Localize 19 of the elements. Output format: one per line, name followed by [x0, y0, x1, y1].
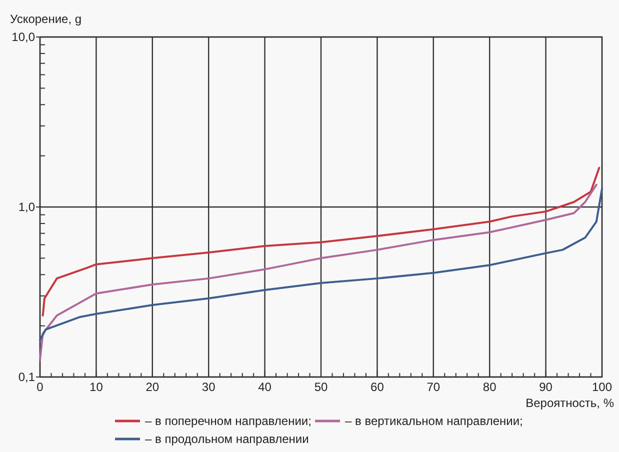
x-tick-label: 50 — [314, 380, 328, 394]
x-tick-label: 40 — [258, 380, 272, 394]
x-axis-title: Вероятность, % — [526, 396, 614, 410]
x-tick-label: 80 — [482, 380, 497, 394]
x-tick-label: 90 — [539, 380, 553, 394]
legend-label: – в поперечном направлении; — [145, 414, 312, 428]
x-tick-label: 30 — [202, 380, 216, 394]
y-tick-label: 1,0 — [18, 200, 36, 214]
y-axis-title: Ускорение, g — [10, 12, 82, 26]
x-tick-label: 0 — [36, 380, 44, 394]
x-tick-label: 70 — [426, 380, 440, 394]
x-tick-label: 100 — [592, 380, 612, 394]
x-tick-label: 10 — [90, 380, 104, 394]
legend-label: – в продольном направлении — [145, 432, 309, 446]
x-tick-label: 60 — [370, 380, 384, 394]
y-tick-label: 0,1 — [18, 370, 36, 384]
legend-label: – в вертикальном направлении; — [345, 414, 523, 428]
x-tick-label: 20 — [146, 380, 160, 394]
y-tick-label: 10,0 — [12, 30, 36, 44]
